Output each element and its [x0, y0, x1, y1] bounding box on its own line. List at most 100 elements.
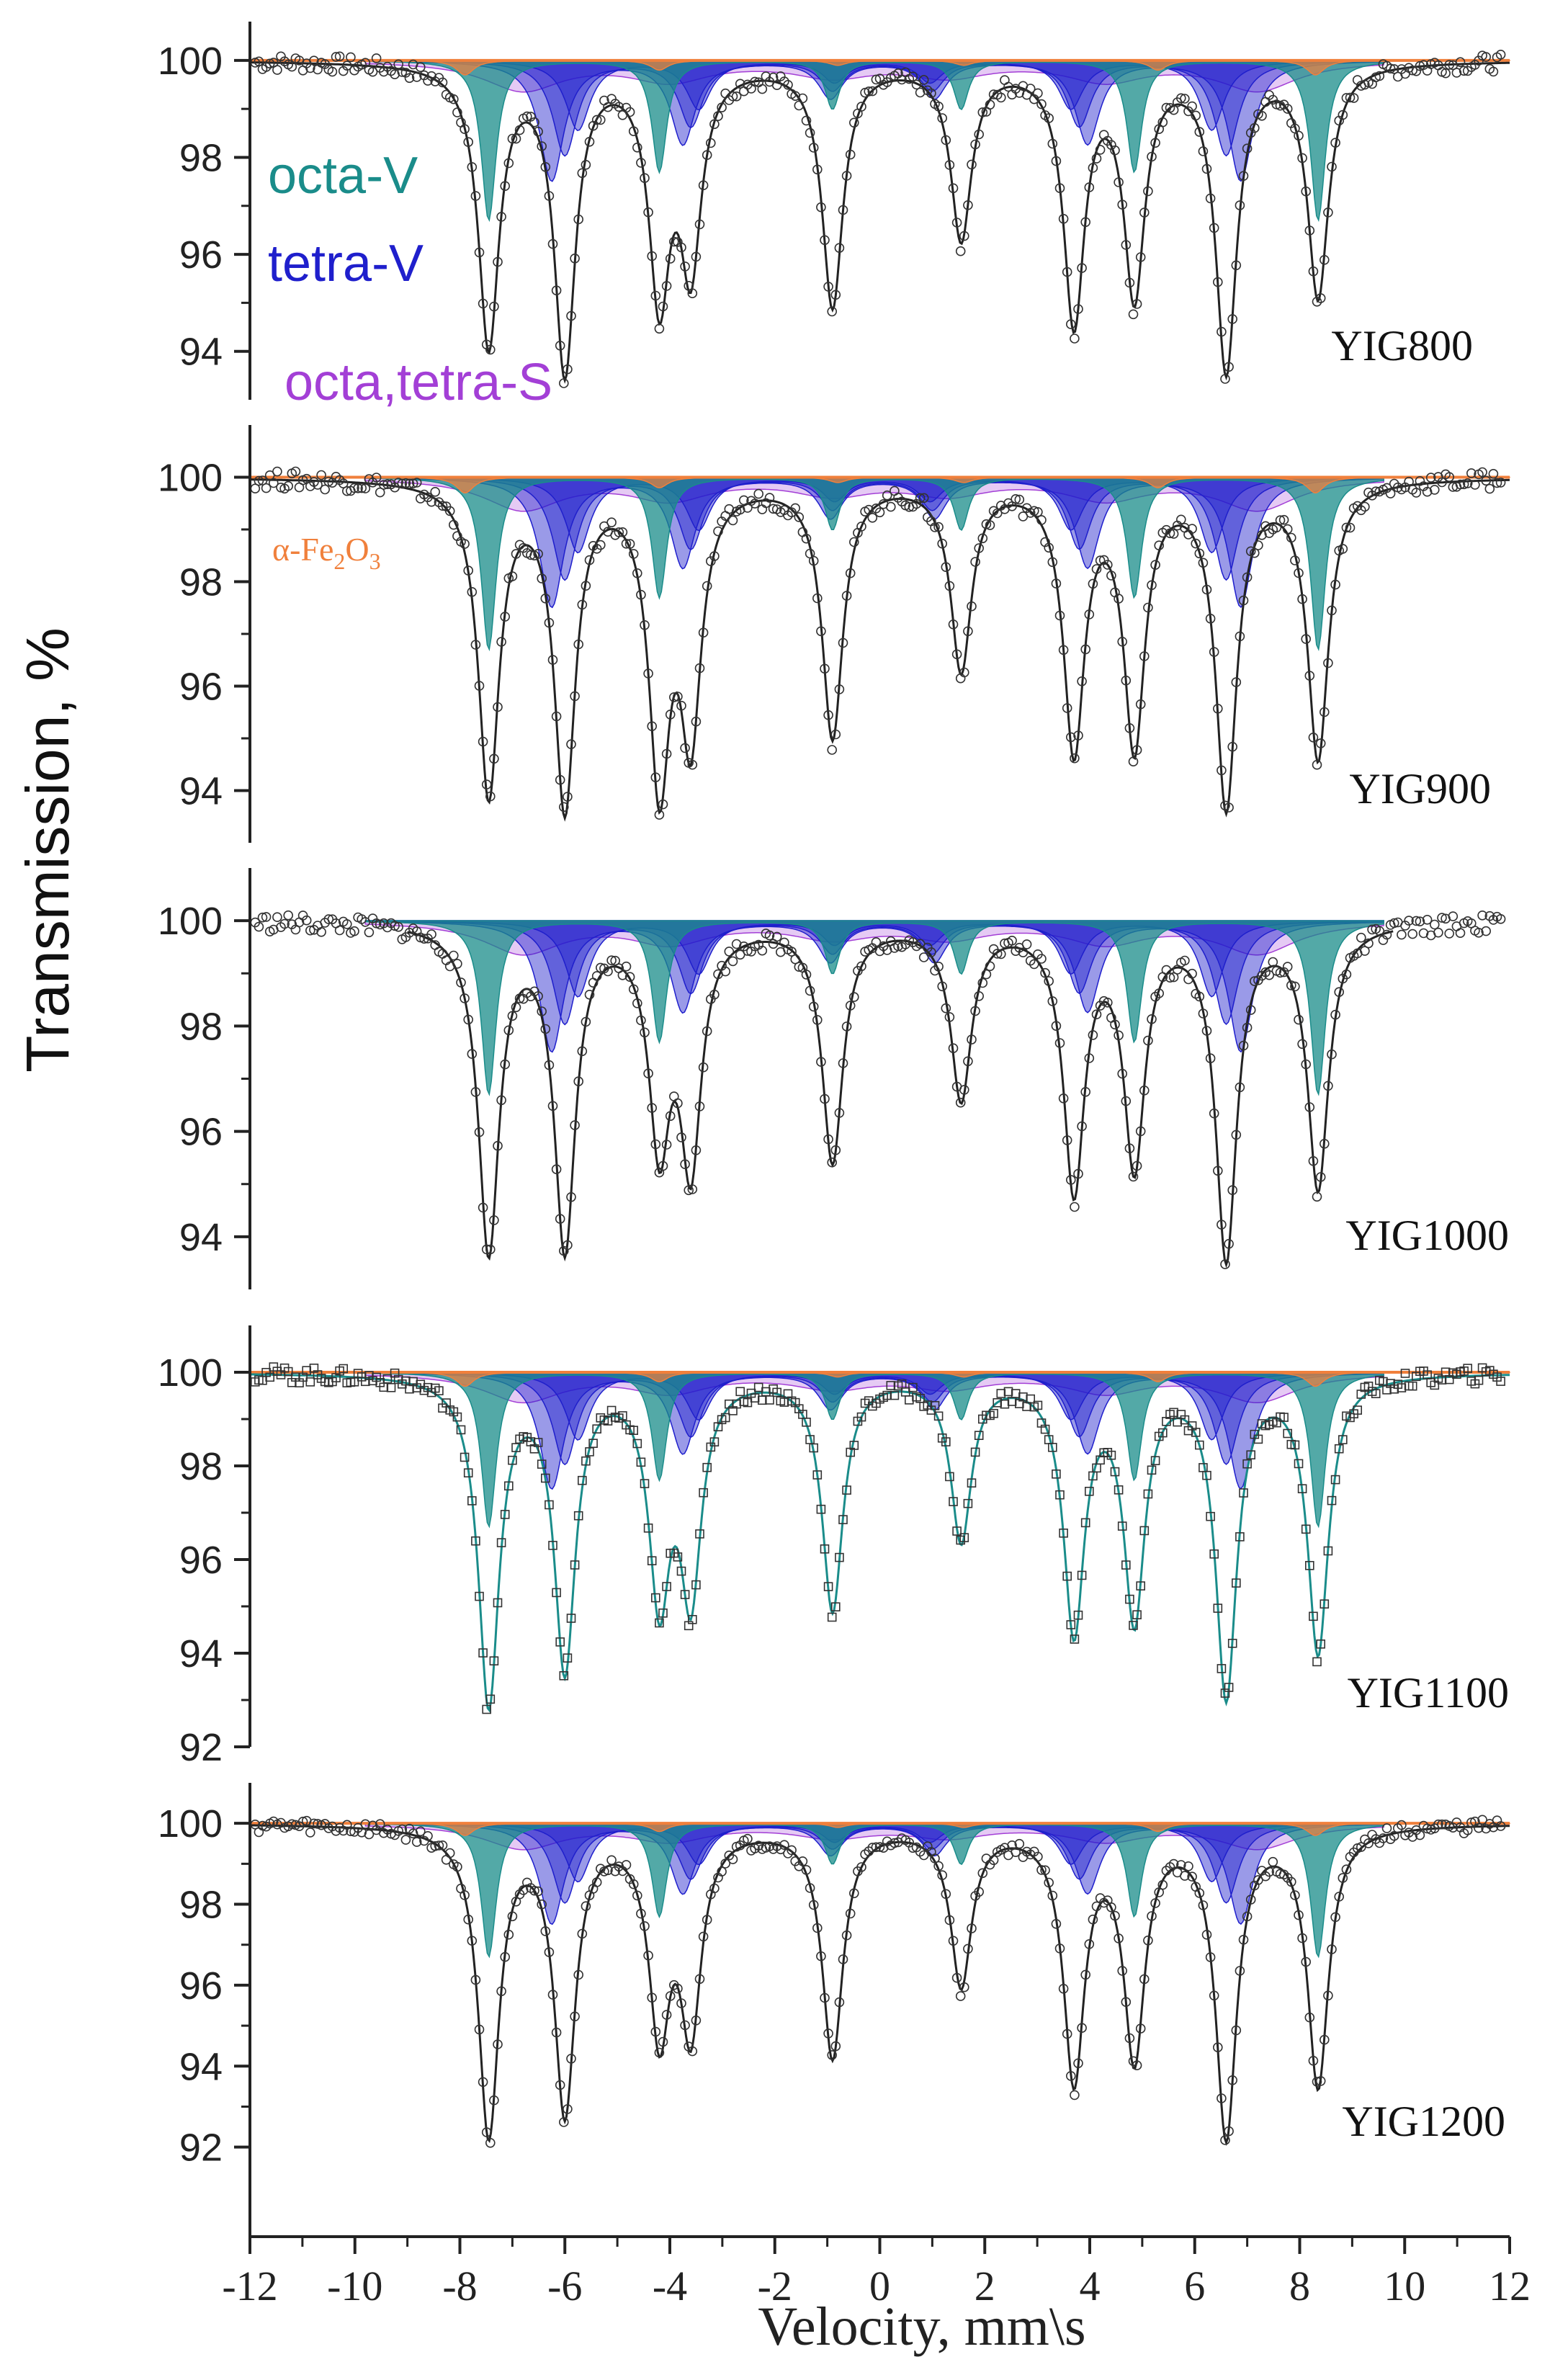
data-point — [393, 922, 404, 932]
data-point — [687, 1184, 698, 1194]
data-point — [1135, 1126, 1146, 1137]
data-point — [1488, 468, 1499, 479]
data-point — [551, 711, 562, 722]
data-point — [808, 1900, 819, 1910]
data-point — [694, 1101, 705, 1111]
data-point — [1154, 988, 1164, 998]
data-point — [547, 1990, 558, 2000]
data-point — [320, 484, 331, 495]
data-point — [812, 1015, 823, 1025]
y-tick-label: 100 — [158, 1351, 223, 1395]
data-point — [467, 162, 478, 172]
data-point — [905, 1395, 914, 1405]
data-point — [624, 539, 635, 549]
data-point — [397, 478, 408, 489]
data-point — [1062, 703, 1072, 713]
y-tick-label: 100 — [158, 900, 223, 943]
data-point — [1474, 1375, 1484, 1385]
data-point — [709, 989, 720, 1000]
data-point — [661, 1140, 672, 1150]
data-point — [1213, 1603, 1223, 1613]
data-point — [1217, 1220, 1227, 1230]
data-point — [493, 702, 503, 712]
data-point — [1360, 946, 1370, 956]
data-point — [514, 993, 525, 1003]
data-point — [1062, 2028, 1072, 2039]
data-point — [709, 1883, 720, 1894]
data-point — [1320, 1599, 1330, 1609]
data-point — [1294, 130, 1304, 141]
data-point — [930, 1401, 940, 1410]
data-point — [802, 1418, 811, 1427]
data-point — [1051, 1919, 1062, 1929]
data-point — [437, 1840, 448, 1851]
y-tick-label: 96 — [179, 666, 223, 709]
data-point — [640, 1027, 650, 1038]
data-point — [1437, 477, 1447, 488]
data-point — [1047, 557, 1058, 568]
y-tick-label: 94 — [179, 1632, 223, 1676]
data-point — [808, 555, 819, 566]
data-point — [941, 1437, 951, 1446]
data-point — [489, 753, 499, 764]
data-point — [566, 2054, 576, 2064]
data-point — [463, 1914, 474, 1925]
data-point — [1474, 928, 1484, 938]
data-point — [500, 1951, 511, 1962]
data-point — [841, 1021, 852, 1032]
data-point — [951, 218, 962, 228]
data-point — [1312, 1657, 1322, 1667]
data-point — [1470, 480, 1480, 490]
data-point — [419, 934, 429, 944]
data-point — [1201, 164, 1212, 174]
data-point — [1088, 1030, 1098, 1040]
data-point — [724, 947, 735, 957]
data-point — [629, 1426, 639, 1435]
data-point — [1448, 911, 1459, 921]
data-point — [812, 593, 823, 604]
data-point — [647, 1103, 658, 1113]
panel-yig1200: 92 94 96 98 100 YIG1200 — [158, 1783, 1510, 2175]
data-point — [551, 2027, 562, 2038]
data-point — [272, 65, 282, 75]
data-point — [1213, 1166, 1223, 1176]
data-point — [1147, 1014, 1157, 1024]
data-point — [1139, 1526, 1150, 1536]
data-point — [632, 1439, 642, 1449]
data-point — [948, 183, 959, 194]
data-point — [933, 1411, 944, 1421]
data-point — [545, 1500, 554, 1510]
data-point — [1058, 1093, 1069, 1104]
data-point — [661, 2010, 672, 2020]
data-point — [1168, 529, 1179, 539]
x-tick-label: 0 — [869, 2263, 890, 2309]
data-point — [467, 586, 478, 597]
data-point — [375, 487, 385, 498]
data-point — [937, 1870, 947, 1880]
data-point — [595, 115, 606, 125]
data-point — [727, 91, 738, 102]
data-point — [1279, 1413, 1289, 1422]
data-point — [890, 1838, 900, 1848]
data-point — [378, 480, 389, 490]
data-point — [563, 2104, 573, 2114]
data-point — [1176, 1860, 1186, 1870]
data-point — [871, 1842, 882, 1853]
data-point — [835, 1552, 844, 1562]
sample-label-yig900: YIG900 — [1349, 765, 1491, 813]
data-point — [937, 113, 947, 123]
data-point — [849, 537, 859, 547]
data-point — [1209, 647, 1219, 657]
fit-curve-yig1000 — [407, 930, 1394, 1269]
data-point — [654, 323, 665, 334]
data-point — [823, 710, 833, 720]
data-point — [1389, 918, 1399, 929]
data-point — [992, 949, 1003, 959]
data-point — [1000, 1399, 1010, 1409]
data-point — [573, 1511, 583, 1521]
data-point — [305, 1377, 315, 1387]
data-point — [1297, 594, 1307, 604]
tetra-v-fill-2-yig1100 — [364, 1372, 1384, 1490]
data-point — [1294, 1910, 1304, 1920]
data-point — [1135, 252, 1146, 262]
